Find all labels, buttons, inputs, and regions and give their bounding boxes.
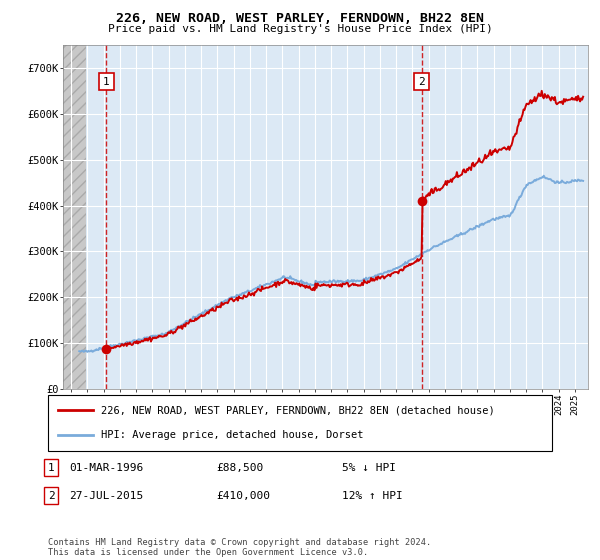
Text: Price paid vs. HM Land Registry's House Price Index (HPI): Price paid vs. HM Land Registry's House … bbox=[107, 24, 493, 34]
Text: 1: 1 bbox=[47, 463, 55, 473]
Text: 226, NEW ROAD, WEST PARLEY, FERNDOWN, BH22 8EN (detached house): 226, NEW ROAD, WEST PARLEY, FERNDOWN, BH… bbox=[101, 405, 494, 416]
Text: 226, NEW ROAD, WEST PARLEY, FERNDOWN, BH22 8EN: 226, NEW ROAD, WEST PARLEY, FERNDOWN, BH… bbox=[116, 12, 484, 25]
FancyBboxPatch shape bbox=[48, 395, 552, 451]
Text: 01-MAR-1996: 01-MAR-1996 bbox=[69, 463, 143, 473]
Text: 1: 1 bbox=[103, 77, 110, 87]
Text: £88,500: £88,500 bbox=[216, 463, 263, 473]
Text: 2: 2 bbox=[47, 491, 55, 501]
Text: 2: 2 bbox=[418, 77, 425, 87]
Text: 27-JUL-2015: 27-JUL-2015 bbox=[69, 491, 143, 501]
Text: HPI: Average price, detached house, Dorset: HPI: Average price, detached house, Dors… bbox=[101, 430, 364, 440]
Bar bbox=[63, 45, 86, 389]
Text: £410,000: £410,000 bbox=[216, 491, 270, 501]
Text: 12% ↑ HPI: 12% ↑ HPI bbox=[342, 491, 403, 501]
Text: Contains HM Land Registry data © Crown copyright and database right 2024.
This d: Contains HM Land Registry data © Crown c… bbox=[48, 538, 431, 557]
Text: 5% ↓ HPI: 5% ↓ HPI bbox=[342, 463, 396, 473]
